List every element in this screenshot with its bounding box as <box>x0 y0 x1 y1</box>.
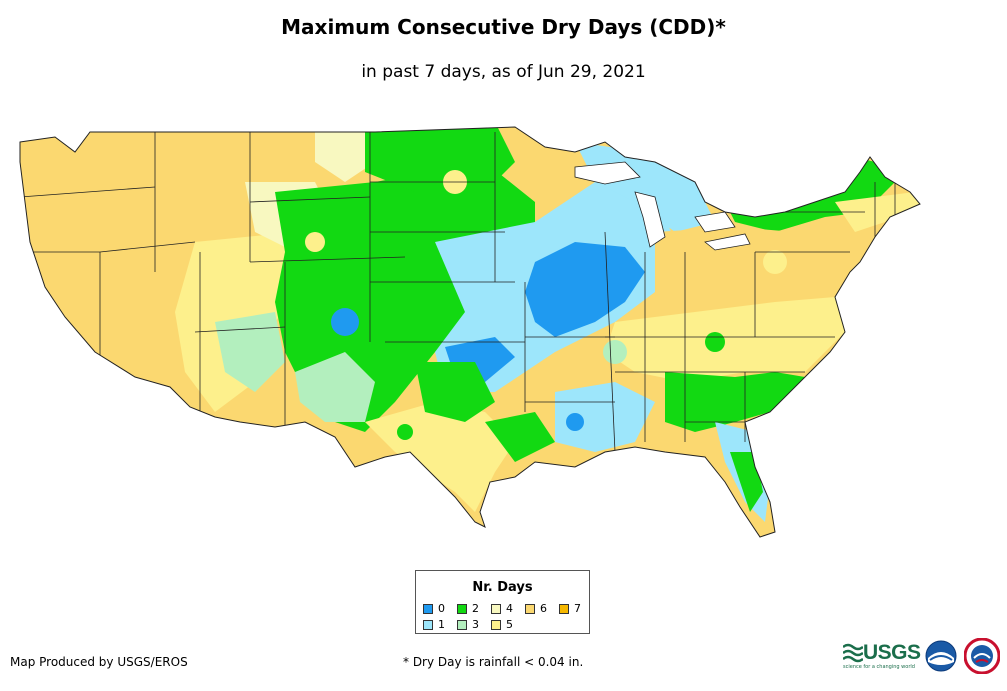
legend-swatch-4 <box>491 604 501 614</box>
legend-label-0: 0 <box>438 602 445 615</box>
usgs-wave-icon <box>843 643 863 663</box>
map-title: Maximum Consecutive Dry Days (CDD)* <box>281 15 726 39</box>
nws-logo-icon <box>964 638 1000 674</box>
legend-item-1: 1 <box>423 619 445 631</box>
legend-label-6: 6 <box>540 602 547 615</box>
legend-label-2: 2 <box>472 602 479 615</box>
dry-day-footnote: * Dry Day is rainfall < 0.04 in. <box>403 655 584 669</box>
legend-swatch-7 <box>559 604 569 614</box>
usgs-logo: USGS science for a changing world <box>843 640 921 672</box>
usgs-tagline: science for a changing world <box>843 664 915 670</box>
noaa-logo-icon <box>925 640 957 672</box>
legend-swatch-2 <box>457 604 467 614</box>
legend-swatch-1 <box>423 620 433 630</box>
legend-item-3: 3 <box>457 619 479 631</box>
legend-label-1: 1 <box>438 618 445 631</box>
legend-item-2: 2 <box>457 603 479 615</box>
legend: Nr. Days 0 1 2 3 4 5 6 7 <box>415 570 590 634</box>
legend-item-7: 7 <box>559 603 581 615</box>
legend-label-3: 3 <box>472 618 479 631</box>
legend-swatch-6 <box>525 604 535 614</box>
legend-title: Nr. Days <box>472 580 533 595</box>
usgs-wordmark: USGS <box>863 641 921 664</box>
legend-item-5: 5 <box>491 619 513 631</box>
producer-credit: Map Produced by USGS/EROS <box>10 655 188 669</box>
legend-item-0: 0 <box>423 603 445 615</box>
legend-label-7: 7 <box>574 602 581 615</box>
legend-item-6: 6 <box>525 603 547 615</box>
legend-label-4: 4 <box>506 602 513 615</box>
legend-swatch-0 <box>423 604 433 614</box>
legend-swatch-5 <box>491 620 501 630</box>
legend-swatch-3 <box>457 620 467 630</box>
legend-label-5: 5 <box>506 618 513 631</box>
map-subtitle: in past 7 days, as of Jun 29, 2021 <box>361 62 646 82</box>
us-cdd-map <box>19 126 921 538</box>
legend-item-4: 4 <box>491 603 513 615</box>
